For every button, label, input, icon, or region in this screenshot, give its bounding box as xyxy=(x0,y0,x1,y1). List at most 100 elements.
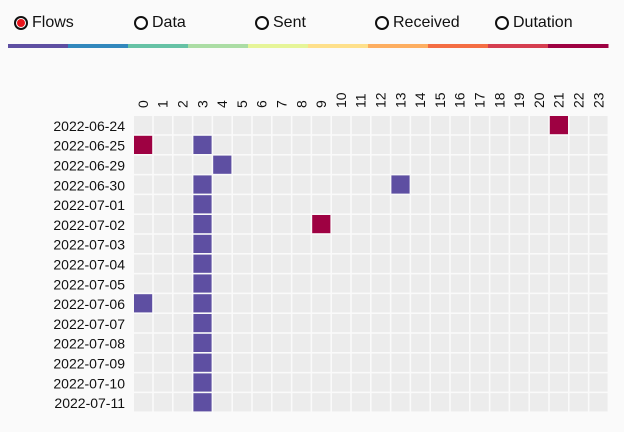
heatmap-cell[interactable] xyxy=(549,175,568,194)
heatmap-cell-filled[interactable] xyxy=(193,314,212,333)
heatmap-cell[interactable] xyxy=(411,373,430,392)
heatmap-cell[interactable] xyxy=(490,155,509,174)
heatmap-cell[interactable] xyxy=(569,155,588,174)
heatmap-cell[interactable] xyxy=(292,155,311,174)
heatmap-cell[interactable] xyxy=(490,314,509,333)
heatmap-cell[interactable] xyxy=(351,274,370,293)
heatmap-cell[interactable] xyxy=(233,274,252,293)
heatmap-cell[interactable] xyxy=(272,314,291,333)
heatmap-cell[interactable] xyxy=(530,274,549,293)
heatmap-cell[interactable] xyxy=(233,333,252,352)
heatmap-cell[interactable] xyxy=(292,274,311,293)
heatmap-cell[interactable] xyxy=(272,155,291,174)
heatmap-cell[interactable] xyxy=(272,274,291,293)
heatmap-cell[interactable] xyxy=(153,393,172,412)
heatmap-cell[interactable] xyxy=(371,155,390,174)
heatmap-cell[interactable] xyxy=(490,175,509,194)
heatmap-cell[interactable] xyxy=(213,333,232,352)
heatmap-cell[interactable] xyxy=(292,195,311,214)
heatmap-cell[interactable] xyxy=(153,314,172,333)
heatmap-cell[interactable] xyxy=(431,135,450,154)
heatmap-cell[interactable] xyxy=(134,234,153,253)
heatmap-cell[interactable] xyxy=(292,175,311,194)
heatmap-cell[interactable] xyxy=(252,274,271,293)
heatmap-cell[interactable] xyxy=(530,393,549,412)
heatmap-cell[interactable] xyxy=(510,393,529,412)
heatmap-cell[interactable] xyxy=(233,155,252,174)
heatmap-cell[interactable] xyxy=(530,254,549,273)
heatmap-cell[interactable] xyxy=(371,314,390,333)
heatmap-cell[interactable] xyxy=(589,314,608,333)
heatmap-cell[interactable] xyxy=(411,314,430,333)
heatmap-cell[interactable] xyxy=(530,215,549,234)
heatmap-cell[interactable] xyxy=(312,333,331,352)
heatmap-cell[interactable] xyxy=(411,294,430,313)
heatmap-cell[interactable] xyxy=(411,155,430,174)
heatmap-cell[interactable] xyxy=(332,274,351,293)
heatmap-cell[interactable] xyxy=(589,393,608,412)
heatmap-cell[interactable] xyxy=(549,254,568,273)
heatmap-cell[interactable] xyxy=(252,333,271,352)
heatmap-cell[interactable] xyxy=(431,333,450,352)
heatmap-cell[interactable] xyxy=(510,195,529,214)
heatmap-cell[interactable] xyxy=(510,116,529,135)
heatmap-cell[interactable] xyxy=(549,155,568,174)
heatmap-cell[interactable] xyxy=(213,314,232,333)
heatmap-cell[interactable] xyxy=(351,353,370,372)
heatmap-cell-filled[interactable] xyxy=(193,234,212,253)
heatmap-cell[interactable] xyxy=(470,393,489,412)
heatmap-cell[interactable] xyxy=(530,116,549,135)
heatmap-cell[interactable] xyxy=(569,373,588,392)
heatmap-cell[interactable] xyxy=(193,155,212,174)
heatmap-cell[interactable] xyxy=(213,116,232,135)
heatmap-cell[interactable] xyxy=(530,155,549,174)
heatmap-cell[interactable] xyxy=(173,234,192,253)
heatmap-cell[interactable] xyxy=(173,175,192,194)
heatmap-cell[interactable] xyxy=(153,215,172,234)
heatmap-cell[interactable] xyxy=(252,155,271,174)
heatmap-cell[interactable] xyxy=(450,314,469,333)
heatmap-cell[interactable] xyxy=(589,155,608,174)
heatmap-cell[interactable] xyxy=(332,155,351,174)
heatmap-cell[interactable] xyxy=(193,116,212,135)
heatmap-cell[interactable] xyxy=(312,195,331,214)
heatmap-cell[interactable] xyxy=(332,373,351,392)
heatmap-cell[interactable] xyxy=(510,314,529,333)
heatmap-cell[interactable] xyxy=(213,353,232,372)
heatmap-cell[interactable] xyxy=(569,333,588,352)
heatmap-cell[interactable] xyxy=(351,195,370,214)
heatmap-cell[interactable] xyxy=(134,373,153,392)
heatmap-cell[interactable] xyxy=(450,215,469,234)
heatmap-cell[interactable] xyxy=(332,353,351,372)
heatmap-cell[interactable] xyxy=(490,195,509,214)
heatmap-cell[interactable] xyxy=(490,393,509,412)
heatmap-cell[interactable] xyxy=(569,116,588,135)
heatmap-cell[interactable] xyxy=(371,116,390,135)
heatmap-cell[interactable] xyxy=(569,234,588,253)
heatmap-cell[interactable] xyxy=(490,294,509,313)
heatmap-cell[interactable] xyxy=(470,215,489,234)
heatmap-cell[interactable] xyxy=(490,116,509,135)
heatmap-cell[interactable] xyxy=(411,195,430,214)
heatmap-cell[interactable] xyxy=(431,234,450,253)
heatmap-cell[interactable] xyxy=(549,353,568,372)
heatmap-cell[interactable] xyxy=(351,135,370,154)
heatmap-cell[interactable] xyxy=(153,116,172,135)
heatmap-cell[interactable] xyxy=(510,353,529,372)
heatmap-cell[interactable] xyxy=(431,116,450,135)
heatmap-cell[interactable] xyxy=(589,254,608,273)
radio-sent[interactable]: Sent xyxy=(255,12,306,34)
heatmap-cell[interactable] xyxy=(272,373,291,392)
heatmap-cell-filled[interactable] xyxy=(193,254,212,273)
heatmap-cell[interactable] xyxy=(490,215,509,234)
heatmap-cell[interactable] xyxy=(510,175,529,194)
heatmap-cell[interactable] xyxy=(272,294,291,313)
heatmap-cell[interactable] xyxy=(173,135,192,154)
heatmap-cell[interactable] xyxy=(153,353,172,372)
heatmap-cell[interactable] xyxy=(272,175,291,194)
heatmap-cell[interactable] xyxy=(510,155,529,174)
heatmap-cell[interactable] xyxy=(312,353,331,372)
heatmap-cell[interactable] xyxy=(134,393,153,412)
heatmap-cell[interactable] xyxy=(272,234,291,253)
heatmap-cell[interactable] xyxy=(530,314,549,333)
